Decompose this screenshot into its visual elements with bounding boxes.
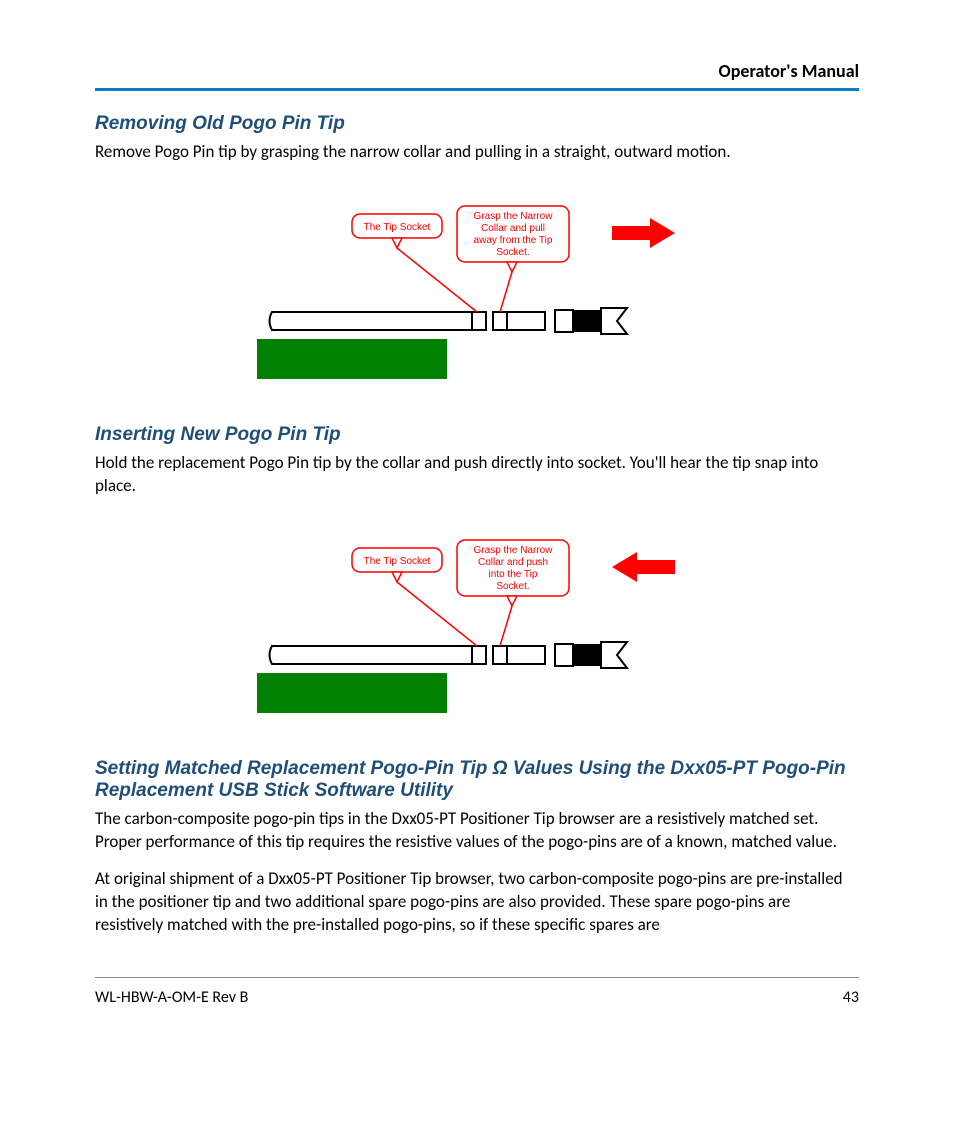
callout-grasp-2-l3: into the Tip [489, 569, 538, 580]
body-remove: Remove Pogo Pin tip by grasping the narr… [95, 141, 859, 164]
footer-page-number: 43 [843, 988, 859, 1007]
callout-grasp-2-l1: Grasp the Narrow [474, 545, 554, 556]
body-settings-1: The carbon-composite pogo-pin tips in th… [95, 808, 859, 854]
callout-grasp-1-l2: Collar and pull [481, 223, 545, 234]
page: Operator's Manual Removing Old Pogo Pin … [0, 0, 954, 1047]
figure-insert-pin: The Tip Socket Grasp the Narrow Collar a… [217, 528, 737, 728]
heading-remove: Removing Old Pogo Pin Tip [95, 113, 859, 135]
heading-insert: Inserting New Pogo Pin Tip [95, 424, 859, 446]
callout-grasp-2-l2: Collar and push [478, 557, 548, 568]
body-settings-2: At original shipment of a Dxx05-PT Posit… [95, 868, 859, 937]
callout-grasp-1-l4: Socket. [496, 247, 529, 258]
callout-grasp-1-l1: Grasp the Narrow [474, 211, 554, 222]
page-footer: WL-HBW-A-OM-E Rev B 43 [95, 977, 859, 1007]
callout-tip-socket-1: The Tip Socket [364, 222, 431, 233]
arrow-left-icon [612, 552, 675, 582]
callout-grasp-1-l3: away from the Tip [474, 235, 553, 246]
heading-settings: Setting Matched Replacement Pogo-Pin Tip… [95, 758, 859, 802]
figure-remove-pin: The Tip Socket Grasp the Narrow Collar a… [217, 194, 737, 394]
callout-tip-socket-2: The Tip Socket [364, 556, 431, 567]
header-title: Operator's Manual [719, 60, 859, 82]
callout-grasp-2-l4: Socket. [496, 581, 529, 592]
arrow-right-icon [612, 218, 675, 248]
body-insert: Hold the replacement Pogo Pin tip by the… [95, 452, 859, 498]
page-header: Operator's Manual [95, 60, 859, 91]
footer-doc-id: WL-HBW-A-OM-E Rev B [95, 988, 248, 1007]
